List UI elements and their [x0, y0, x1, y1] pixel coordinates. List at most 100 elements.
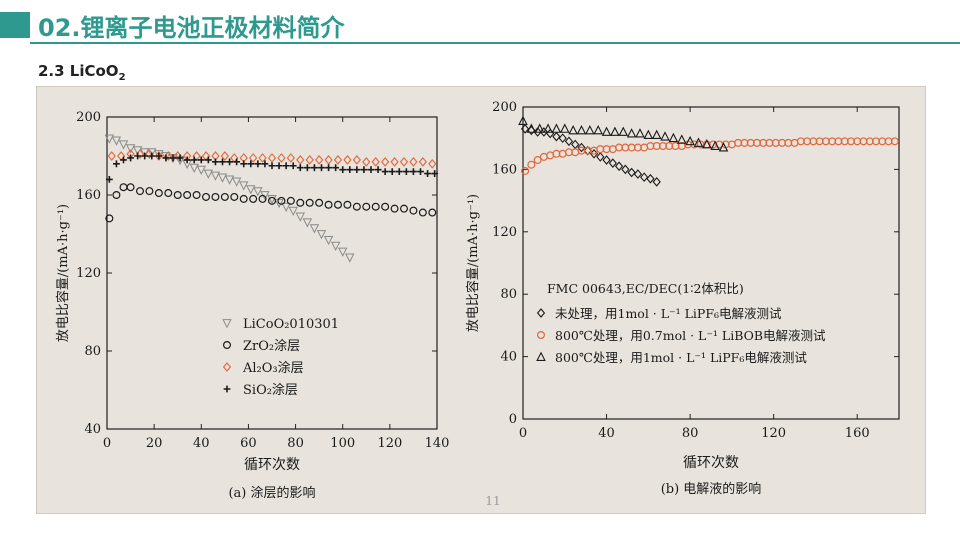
chart-a-series-3-point — [148, 152, 156, 160]
chart-a-series-0-point — [295, 212, 306, 222]
page-number: 11 — [485, 494, 500, 508]
chart-a-legend: LiCoO₂010301 ZrO₂涂层 Al₂O₃涂层 SiO₂涂层 — [222, 317, 339, 398]
chart-b-series-0-point — [646, 173, 655, 184]
figure-svg: 放电比容量/(mA·h·g⁻¹) 循环次数 (a) 涂层的影响 LiCoO₂01… — [55, 100, 900, 508]
chart-a-series-3-point — [332, 164, 340, 172]
chart-a-series-1-point — [371, 202, 380, 211]
chart-a-series-1 — [105, 183, 437, 223]
chart-b-series-2-point — [668, 132, 679, 143]
chart-a-series-3-point — [219, 158, 226, 166]
chart-b-series-0-point — [564, 136, 574, 147]
chart-a-series-1-point — [390, 204, 399, 213]
chart-a-series-3-point — [176, 154, 184, 162]
chart-a-xtick-label: 100 — [330, 436, 355, 451]
title-underline — [30, 42, 960, 44]
title-bar: 02.锂离子电池正极材料简介 — [0, 0, 960, 50]
title-accent-bar — [0, 12, 30, 38]
chart-b-ytick-label: 40 — [500, 350, 517, 365]
chart-b-series-1 — [521, 137, 899, 175]
chart-a-series-3-point — [296, 164, 304, 172]
chart-a-series-3-point — [318, 164, 325, 172]
chart-a-series-0-point — [316, 230, 327, 240]
chart-a-legend-marker-0 — [222, 319, 232, 329]
chart-b-series-2-point — [643, 129, 654, 140]
chart-a-series-3-point — [183, 156, 191, 164]
chart-b-series-0-point — [640, 172, 649, 183]
chart-a-series-0-point — [253, 187, 263, 197]
chart-a-series-3-point — [275, 162, 283, 170]
chart-a-series-2-point — [277, 153, 286, 163]
chart-a-series-0 — [104, 134, 355, 263]
chart-a-xtick-label: 140 — [425, 436, 450, 451]
chart-b-series-2-point — [635, 128, 645, 138]
chart-a-series-1-point — [296, 198, 305, 207]
chart-a-series-3-point — [311, 164, 318, 172]
chart-a-series-0-point — [231, 177, 242, 187]
chart-a-series-1-point — [126, 183, 135, 192]
chart-b-series-2-point — [559, 123, 570, 133]
chart-a-series-2-point — [409, 157, 418, 167]
chart-a-xtick-label: 80 — [287, 436, 304, 451]
section-heading-subscript: 2 — [118, 72, 126, 83]
chart-b-series-2-point — [710, 140, 720, 150]
chart-a-series-0-point — [337, 247, 348, 257]
chart-b-legend-label-0: 未处理，用1mol · L⁻¹ LiPF₆电解液测试 — [555, 306, 782, 321]
chart-a-series-0-point — [118, 140, 129, 150]
chart-b-series-0-point — [589, 148, 599, 159]
chart-a-series-1-point — [305, 198, 314, 207]
chart-a-ytick-label: 120 — [76, 266, 101, 281]
chart-b-series-1-point — [533, 156, 542, 165]
chart-a-series-3-point — [388, 168, 396, 175]
chart-a-xtick-label: 0 — [103, 436, 111, 451]
section-heading: 2.3 LiCoO2 — [38, 62, 126, 83]
chart-a-legend-marker-1 — [223, 341, 232, 350]
chart-a-series-3-point — [339, 166, 347, 174]
chart-b-series-0-point — [539, 127, 549, 137]
chart-b-series-2-point — [693, 137, 704, 147]
chart-a-series-3-point — [162, 154, 170, 162]
chart-a-series-1-point — [277, 196, 286, 205]
chart-a-series-3-point — [402, 168, 410, 175]
chart-b-series-2-point — [685, 135, 695, 146]
chart-a-series-1-point — [135, 187, 144, 196]
chart-a-series-0-point — [309, 224, 320, 234]
chart-a-series-3-point — [141, 152, 149, 160]
chart-b-xtick-label: 160 — [845, 426, 870, 441]
chart-b-frame — [522, 106, 900, 420]
chart-a-series-3 — [105, 152, 439, 183]
chart-a-ytick-label: 160 — [76, 188, 101, 203]
chart-b-ylabel: 放电比容量/(mA·h·g⁻¹) — [465, 194, 481, 332]
chart-b-ytick-label: 120 — [492, 225, 517, 240]
chart-b-xtick-label: 80 — [682, 426, 699, 441]
chart-a-xlabel: 循环次数 — [244, 457, 300, 473]
chart-a-xtick-label: 20 — [146, 436, 163, 451]
chart-a-series-1-point — [362, 202, 371, 211]
chart-b-series-0-point — [552, 131, 561, 142]
chart-b-caption: (b) 电解液的影响 — [661, 481, 762, 497]
chart-a-series-2-point — [371, 157, 380, 167]
chart-b-series-0-point — [520, 123, 530, 134]
chart-a-series-2-point — [286, 153, 295, 163]
chart-a-series-3-point — [367, 166, 375, 174]
chart-a-series-0-point — [161, 152, 171, 162]
chart-a-series-3-point — [233, 158, 241, 166]
chart-b-legend-title: FMC 00643,EC/DEC(1∶2体积比) — [547, 281, 744, 296]
chart-a-series-1-point — [315, 198, 324, 207]
chart-a-series-0-point — [210, 171, 221, 181]
chart-a-series-1-point — [258, 194, 267, 203]
chart-a-series-0-point — [330, 241, 341, 251]
chart-a-series-3-point — [424, 170, 431, 177]
chart-a-series-3-point — [417, 168, 424, 175]
chart-a-series-0-point — [302, 218, 313, 228]
chart-a-series-2-point — [390, 157, 399, 167]
chart-a-series-0-point — [125, 144, 136, 154]
chart-a-series-3-point — [303, 164, 311, 172]
chart-b-xtick-label: 40 — [598, 426, 615, 441]
chart-a-series-1-point — [334, 200, 343, 209]
chart-a-series-3-point — [360, 166, 368, 174]
chart-a-series-3-point — [212, 158, 219, 166]
chart-a-series-0-point — [238, 181, 249, 191]
chart-a-series-0-point — [196, 165, 207, 175]
chart-b-series-2-point — [626, 128, 637, 138]
chart-a-series-3-point — [247, 160, 255, 168]
